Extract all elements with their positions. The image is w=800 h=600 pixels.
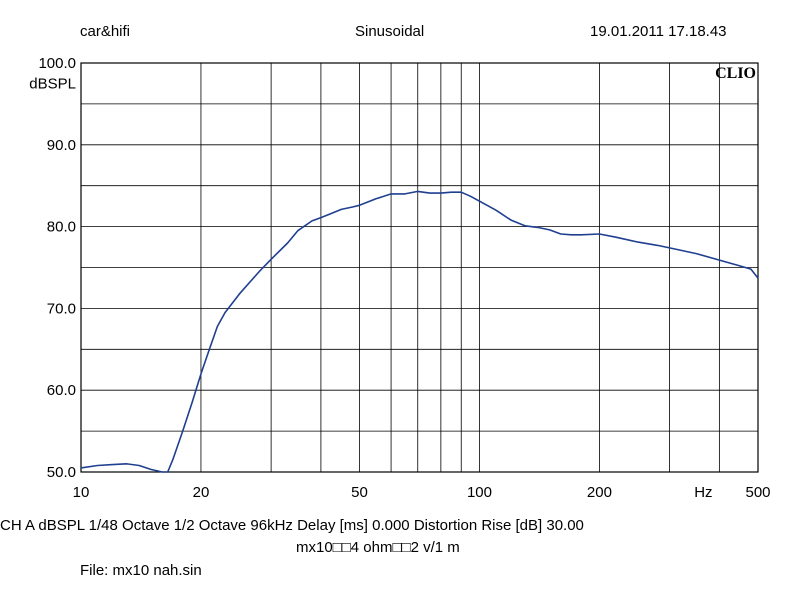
clio-logo: CLIO bbox=[715, 65, 756, 82]
y-tick-label: 90.0 bbox=[47, 137, 76, 154]
measurement-description: mx10□□4 ohm□□2 v/1 m bbox=[296, 539, 460, 556]
y-tick-label: 50.0 bbox=[47, 464, 76, 481]
x-tick-label: 10 bbox=[73, 484, 90, 501]
x-tick-label: 50 bbox=[351, 484, 368, 501]
file-name: File: mx10 nah.sin bbox=[80, 562, 202, 579]
x-tick-label: 500 bbox=[745, 484, 770, 501]
y-tick-label: 70.0 bbox=[47, 300, 76, 317]
measurement-timestamp: 19.01.2011 17.18.43 bbox=[590, 23, 727, 40]
x-tick-label: 20 bbox=[193, 484, 210, 501]
y-tick-label: 100.0 bbox=[38, 55, 76, 72]
plot-frame bbox=[80, 62, 759, 473]
y-axis-label: dBSPL bbox=[29, 75, 76, 92]
x-tick-label: 200 bbox=[587, 484, 612, 501]
x-tick-label: 100 bbox=[467, 484, 492, 501]
x-axis-label: Hz bbox=[694, 484, 712, 501]
settings-line: CH A dBSPL 1/48 Octave 1/2 Octave 96kHz … bbox=[0, 517, 584, 534]
measurement-type: Sinusoidal bbox=[355, 23, 425, 40]
brand-header: car&hifi bbox=[80, 23, 131, 40]
y-tick-label: 60.0 bbox=[47, 382, 76, 399]
y-tick-label: 80.0 bbox=[47, 219, 76, 236]
frequency-response-series bbox=[80, 190, 759, 473]
